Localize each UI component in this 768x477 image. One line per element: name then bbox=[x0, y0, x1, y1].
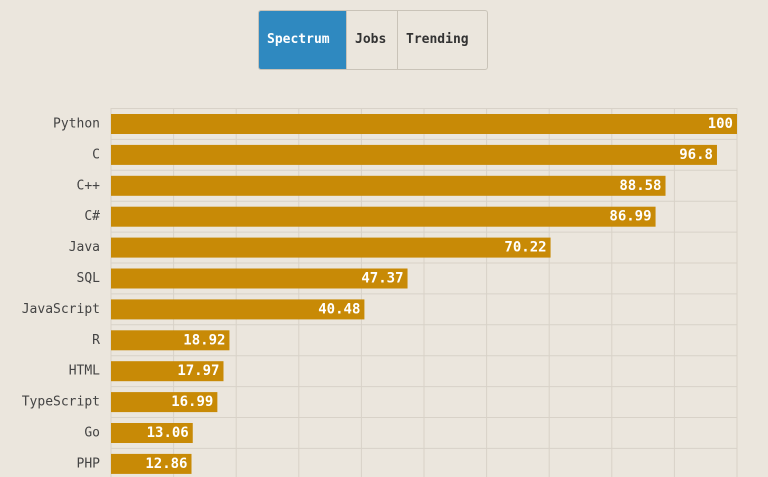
value-label: 96.8 bbox=[679, 147, 713, 163]
value-label: 16.99 bbox=[171, 394, 213, 410]
value-label: 40.48 bbox=[318, 301, 360, 317]
value-label: 12.86 bbox=[145, 456, 187, 472]
bar-r[interactable] bbox=[111, 330, 230, 351]
bar-typescript[interactable] bbox=[111, 392, 218, 413]
bar-javascript[interactable] bbox=[111, 299, 365, 320]
value-label: 88.58 bbox=[619, 178, 661, 194]
category-label: C++ bbox=[77, 178, 101, 193]
bar-sql[interactable] bbox=[111, 268, 408, 289]
bar-c-[interactable] bbox=[111, 175, 666, 196]
value-label: 70.22 bbox=[504, 240, 546, 256]
category-label: Go bbox=[84, 426, 100, 441]
category-label: Java bbox=[69, 240, 100, 255]
category-label: Python bbox=[53, 117, 100, 132]
bar-java[interactable] bbox=[111, 237, 551, 258]
category-label: SQL bbox=[77, 271, 101, 286]
value-label: 86.99 bbox=[609, 209, 651, 225]
value-label: 13.06 bbox=[147, 425, 189, 441]
tab-trending[interactable]: Trending bbox=[406, 32, 469, 47]
chart-bars bbox=[111, 114, 737, 474]
category-label: C# bbox=[84, 209, 100, 224]
category-label: C bbox=[92, 147, 100, 162]
tab-jobs[interactable]: Jobs bbox=[347, 11, 398, 69]
chart-grid bbox=[110, 108, 738, 477]
category-label: R bbox=[92, 333, 100, 348]
bar-python[interactable] bbox=[111, 114, 737, 134]
bar-php[interactable] bbox=[111, 453, 192, 474]
category-label: JavaScript bbox=[22, 302, 100, 317]
category-label: HTML bbox=[69, 364, 100, 379]
tab-spectrum[interactable]: Spectrum bbox=[259, 11, 347, 69]
chart-category-labels: Python C C++ C# Java SQL JavaScript R HTML TypeSc… bbox=[22, 117, 100, 472]
value-label: 100 bbox=[708, 116, 733, 132]
category-label: PHP bbox=[77, 456, 101, 471]
bar-go[interactable] bbox=[111, 423, 193, 443]
ranking-tabs: Spectrum Jobs Trending bbox=[258, 10, 488, 70]
bar-html[interactable] bbox=[111, 361, 224, 382]
bar-c[interactable] bbox=[111, 144, 717, 165]
value-label: 17.97 bbox=[177, 363, 219, 379]
category-label: TypeScript bbox=[22, 395, 100, 410]
value-label: 18.92 bbox=[183, 332, 225, 348]
bar-c-[interactable] bbox=[111, 206, 656, 227]
value-label: 47.37 bbox=[361, 271, 403, 287]
